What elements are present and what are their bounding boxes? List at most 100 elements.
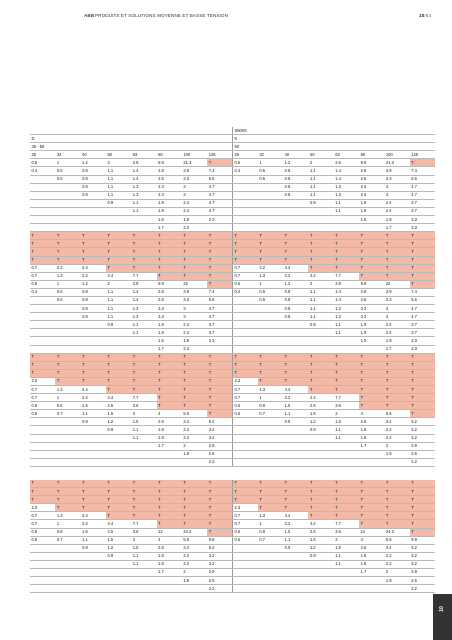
table-cell: 0.6 (30, 401, 56, 411)
table-cell (105, 215, 132, 225)
table-cell (156, 142, 182, 152)
table-cell (283, 568, 309, 578)
table-cell: 1.1 (131, 328, 157, 338)
table-cell: 2.2 (409, 458, 435, 467)
table-cell: 1.5 (105, 409, 132, 419)
table-cell: 2.5 (359, 175, 385, 184)
table-cell: T (409, 401, 435, 411)
table-cell: T (181, 495, 208, 505)
table-cell: T (257, 377, 284, 387)
table-cell: T (156, 487, 182, 497)
table-cell: 0.7 (231, 272, 258, 281)
table-cell: T (409, 528, 435, 537)
table-cell: T (181, 503, 208, 513)
table-cell: 0.6 (257, 166, 284, 176)
table-cell: T (181, 353, 208, 362)
table-cell (105, 134, 132, 144)
table-cell: 0.5 (30, 536, 56, 545)
table-cell: T (283, 479, 309, 489)
table-cell: 4.4 (80, 264, 106, 273)
table-cell: 7.7 (333, 519, 360, 529)
table-cell: T (359, 369, 385, 378)
table-cell (30, 183, 56, 192)
table-cell: T (105, 231, 132, 241)
table-cell: 0.7 (231, 519, 258, 529)
table-cell: 7.4 (409, 166, 435, 176)
table-cell: 1.5 (283, 401, 309, 411)
table-cell: T (308, 239, 334, 249)
table-cell: T (409, 519, 435, 529)
table-cell: T (131, 256, 157, 265)
table-cell: 7.4 (409, 288, 435, 297)
table-cell (283, 223, 309, 233)
table-cell (80, 568, 106, 578)
table-row: 2.2 2.2 (30, 458, 435, 467)
table-cell: 2.8 (156, 288, 182, 297)
table-cell: 0.4 (30, 288, 56, 297)
table-cell: T (156, 361, 182, 370)
table-cell: 7.4 (207, 288, 233, 297)
table-cell (55, 560, 81, 569)
table-cell (359, 458, 385, 467)
table-cell: T (283, 377, 309, 387)
table-cell (156, 127, 182, 136)
table-cell: T (131, 264, 157, 273)
table-cell (131, 458, 157, 467)
table-cell: T (231, 256, 258, 265)
table-cell: T (333, 239, 360, 249)
table-cell: 5.5 (181, 536, 208, 545)
table-cell (333, 134, 360, 144)
table-cell: 0.6 (257, 288, 284, 297)
table-cell: 2.3 (359, 191, 385, 200)
table-cell: 2.2 (283, 519, 309, 529)
table-cell: 2.8 (333, 280, 360, 289)
table-cell: T (207, 377, 233, 387)
table-cell: 1.5 (156, 336, 182, 346)
table-cell: 0.6 (231, 401, 258, 411)
table-cell (257, 442, 284, 451)
table-cell (30, 458, 56, 467)
table-cell: T (131, 353, 157, 362)
table-cell (181, 458, 208, 467)
table-cell (257, 142, 284, 152)
table-cell: 2.4 (181, 320, 208, 330)
table-cell: T (55, 353, 81, 362)
table-cell: T (181, 511, 208, 521)
table-cell (283, 450, 309, 459)
table-row: 0.9 1.1 1.8 2.2 3.2 0.9 1.1 1.8 2.2 3.2 (30, 425, 435, 435)
table-cell: 0.7 (30, 511, 56, 521)
table-cell: T (384, 231, 410, 241)
table-cell (308, 134, 334, 144)
table-cell: T (156, 353, 182, 362)
table-cell: 2.8 (156, 166, 182, 176)
table-cell (30, 450, 56, 459)
table-cell (308, 576, 334, 586)
table-cell: 1.4 (131, 175, 157, 184)
table-cell: 2 (131, 536, 157, 545)
table-cell: T (231, 239, 258, 249)
table-cell: T (409, 511, 435, 521)
table-cell: T (105, 369, 132, 378)
table-cell: T (30, 479, 56, 489)
table-cell: 0.6 (257, 175, 284, 184)
table-cell: T (333, 264, 360, 273)
brand-name: ABB (84, 13, 95, 18)
table-row: 0.9 1.2 1.5 2.6 3.4 5.2 0.9 1.2 1.5 2.6 3.4 5.2 (30, 544, 435, 553)
table-cell (30, 552, 56, 561)
page-current: 10 (419, 13, 425, 18)
table-cell: 1.9 (384, 450, 410, 459)
table-cell: T (359, 393, 385, 403)
table-cell: 32 (257, 150, 284, 160)
table-cell: T (384, 247, 410, 257)
table-cell: 24.2 (181, 528, 208, 537)
table-cell: 2 (384, 442, 410, 451)
table-cell: T (207, 479, 233, 489)
table-cell (231, 450, 258, 459)
table-cell: 1.8 (359, 560, 385, 569)
table-cell (257, 458, 284, 467)
table-cell: 4.4 (80, 511, 106, 521)
table-cell: 80 (359, 150, 385, 160)
table-cell: 2.2 (409, 584, 435, 594)
